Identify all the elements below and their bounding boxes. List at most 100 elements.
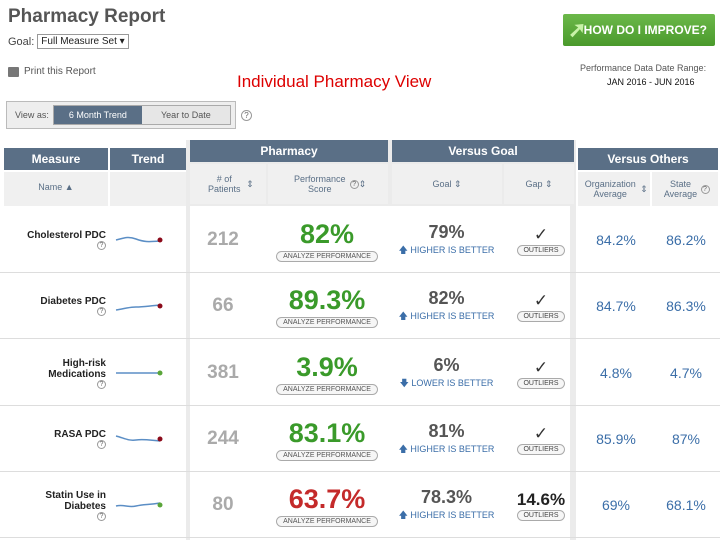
performance-score: 3.9% [296, 351, 358, 382]
subheader-trend [110, 172, 186, 206]
trend-sparkline[interactable] [114, 406, 164, 472]
outliers-button[interactable]: OUTLIERS [517, 377, 565, 389]
help-icon[interactable]: ? [97, 440, 106, 449]
goal-cell: 81% 🡅 HIGHER IS BETTER [394, 406, 499, 472]
patient-count: 66 [212, 295, 234, 316]
subheader-goal-label: Goal [432, 179, 452, 189]
sort-icon: ⇕ [246, 178, 254, 189]
sparkline-chart [116, 370, 163, 376]
view-as-toggle: 6 Month Trend Year to Date [52, 105, 231, 125]
direction-hint: 🡅 HIGHER IS BETTER [399, 442, 495, 458]
view-as-label: View as: [15, 110, 49, 120]
header-trend: Trend [110, 148, 186, 170]
subheader-performance[interactable]: Performance Score ? ⇕ [268, 164, 388, 204]
help-icon[interactable]: ? [97, 379, 106, 389]
subheader-org-average[interactable]: Organization Average ⇕ [578, 172, 650, 206]
performance-score-cell: 83.1% ANALYZE PERFORMANCE [272, 406, 382, 472]
sparkline-chart [115, 236, 163, 243]
outliers-button[interactable]: OUTLIERS [517, 509, 565, 521]
subheader-gap[interactable]: Gap ⇕ [504, 164, 574, 204]
up-arrow-icon: 🡅 [398, 310, 408, 321]
sparkline-endpoint [157, 237, 163, 243]
measure-name[interactable]: RASA PDC ? [0, 406, 106, 472]
subheader-gap-label: Gap [525, 179, 543, 189]
patient-count: 244 [207, 428, 239, 449]
subheader-patients[interactable]: # of Patients ⇕ [190, 164, 266, 204]
measure-name[interactable]: Diabetes PDC ? [0, 273, 106, 339]
subheader-performance-label: Performance Score [293, 174, 346, 194]
goal-cell: 79% 🡅 HIGHER IS BETTER [394, 207, 499, 273]
direction-hint: 🡅 HIGHER IS BETTER [399, 309, 495, 325]
sparkline-endpoint [157, 502, 163, 508]
header-versus-others: Versus Others [578, 148, 718, 170]
help-icon[interactable]: ? [97, 241, 106, 250]
measure-name-label: Cholesterol PDC [27, 230, 106, 241]
help-icon[interactable]: ? [241, 110, 252, 121]
gap-value: 14.6% [516, 489, 566, 509]
outliers-button[interactable]: OUTLIERS [517, 310, 565, 322]
row-divider [0, 537, 720, 538]
subheader-name[interactable]: Name ▲ [4, 172, 108, 206]
performance-score: 82% [299, 218, 355, 249]
how-do-i-improve-button[interactable]: ➚ HOW DO I IMPROVE? [563, 14, 715, 46]
goal-select[interactable]: Full Measure Set ▾ [37, 34, 129, 49]
trend-sparkline[interactable] [114, 340, 164, 406]
patient-count: 212 [207, 229, 239, 250]
outliers-button[interactable]: OUTLIERS [517, 443, 565, 455]
analyze-performance-button[interactable]: ANALYZE PERFORMANCE [276, 449, 378, 461]
goal-row: Goal: Full Measure Set ▾ [8, 34, 129, 49]
patient-count: 80 [212, 494, 234, 515]
goal-cell: 78.3% 🡅 HIGHER IS BETTER [394, 472, 499, 538]
state-average: 86.3% [666, 298, 706, 314]
check-icon: ✓ [533, 290, 549, 310]
trend-sparkline[interactable] [114, 472, 164, 538]
direction-hint: 🡅 HIGHER IS BETTER [399, 243, 495, 259]
gap-cell: ✓ OUTLIERS [510, 340, 572, 406]
sparkline-chart [115, 435, 163, 442]
trend-sparkline[interactable] [114, 207, 164, 273]
help-icon[interactable]: ? [700, 184, 710, 194]
view-option-year-to-date[interactable]: Year to Date [141, 106, 230, 124]
measure-name[interactable]: Statin Use in Diabetes ? [0, 472, 106, 538]
goal-value: 81% [428, 420, 465, 441]
view-as-control: View as: 6 Month Trend Year to Date [6, 101, 236, 129]
analyze-performance-button[interactable]: ANALYZE PERFORMANCE [276, 383, 378, 395]
sparkline-endpoint [157, 303, 163, 309]
goal-cell: 6% 🡇 LOWER IS BETTER [394, 340, 499, 406]
help-icon[interactable]: ? [97, 511, 106, 521]
direction-label: HIGHER IS BETTER [410, 443, 495, 454]
performance-score-cell: 63.7% ANALYZE PERFORMANCE [272, 472, 382, 538]
print-link[interactable]: Print this Report [8, 66, 96, 77]
view-title: Individual Pharmacy View [237, 72, 432, 91]
chevron-down-icon: ▾ [119, 36, 125, 47]
analyze-performance-button[interactable]: ANALYZE PERFORMANCE [276, 515, 378, 527]
goal-label: Goal: [8, 35, 35, 48]
trend-up-arrow-icon: ➚ [568, 17, 587, 42]
header-measure: Measure [4, 148, 108, 170]
measure-name-label: Diabetes PDC [40, 296, 106, 307]
organization-average: 84.7% [596, 298, 636, 314]
row-divider [0, 471, 720, 472]
header-versus-goal: Versus Goal [392, 140, 574, 162]
measure-name[interactable]: High-risk Medications ? [0, 340, 106, 406]
sparkline-endpoint [157, 370, 163, 376]
state-average: 86.2% [666, 232, 706, 248]
outliers-button[interactable]: OUTLIERS [517, 244, 565, 256]
direction-hint: 🡇 LOWER IS BETTER [400, 376, 494, 392]
help-icon[interactable]: ? [97, 307, 106, 316]
subheader-state-average[interactable]: State Average ? [652, 172, 718, 206]
help-icon[interactable]: ? [349, 179, 359, 189]
row-divider [0, 272, 720, 273]
measure-name[interactable]: Cholesterol PDC ? [0, 207, 106, 273]
printer-icon [8, 66, 19, 77]
performance-score-cell: 89.3% ANALYZE PERFORMANCE [272, 273, 382, 339]
sort-icon: ⇕ [453, 179, 462, 189]
date-range-label: Performance Data Date Range: [580, 63, 707, 73]
analyze-performance-button[interactable]: ANALYZE PERFORMANCE [276, 250, 378, 262]
view-option-6-month-trend[interactable]: 6 Month Trend [53, 106, 142, 124]
analyze-performance-button[interactable]: ANALYZE PERFORMANCE [276, 316, 378, 328]
subheader-goal[interactable]: Goal ⇕ [392, 164, 502, 204]
sort-up-icon: ▲ [64, 182, 74, 192]
trend-sparkline[interactable] [114, 273, 164, 339]
performance-score: 89.3% [288, 284, 366, 315]
